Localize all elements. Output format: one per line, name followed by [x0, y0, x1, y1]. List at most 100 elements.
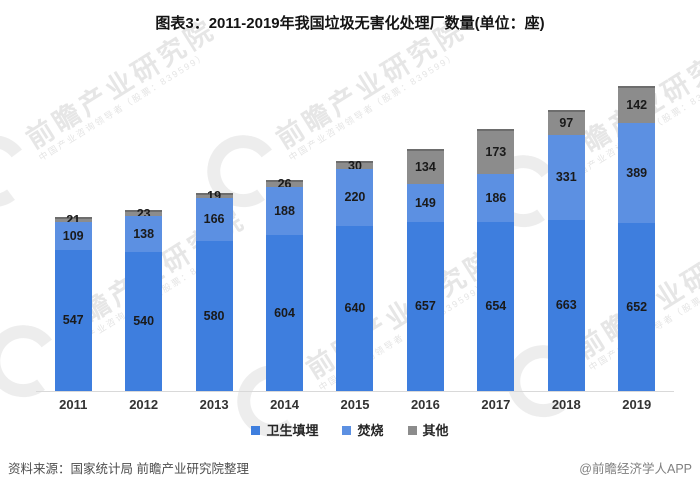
bar-value-label: 166	[203, 212, 225, 227]
bar-column-2018: 97 331 663 2018	[531, 60, 601, 417]
bar-value-label: 652	[626, 299, 648, 314]
bar-area: 19 166 580	[195, 60, 233, 391]
legend: 卫生填埋 焚烧 其他	[0, 424, 700, 437]
bar-value-label: 30	[348, 158, 362, 173]
x-axis-label: 2011	[59, 396, 88, 412]
bar-segment-焚烧: 138	[125, 216, 163, 252]
bar-column-2015: 30 220 640 2015	[320, 60, 390, 417]
bar-value-label: 547	[62, 313, 84, 328]
bar-segment-焚烧: 220	[336, 169, 374, 226]
legend-item-其他: 其他	[407, 423, 449, 438]
legend-swatch-icon	[407, 426, 417, 435]
bar-area: 30 220 640	[336, 60, 374, 391]
bar-segment-其他: 26	[266, 178, 304, 190]
x-axis-label: 2014	[270, 396, 299, 412]
bar-segment-焚烧: 186	[477, 174, 515, 222]
bar-segment-卫生填埋: 580	[195, 241, 233, 391]
bar-area: 134 149 657	[406, 60, 444, 391]
bar-value-label: 138	[133, 226, 155, 241]
bar-value-label: 220	[344, 190, 366, 205]
bar-segment-卫生填埋: 540	[125, 252, 163, 391]
bar-value-label: 580	[203, 308, 225, 323]
bar-value-label: 149	[414, 195, 436, 210]
bar-segment-卫生填埋: 652	[618, 223, 656, 391]
stacked-bar-2011: 21 109 547	[54, 214, 92, 391]
x-axis-label: 2015	[340, 396, 370, 412]
plot-area: 21 109 547 2011 23 138 540 2012 19 166 580 2013 26 18…	[36, 60, 674, 417]
x-axis-label: 2013	[199, 396, 229, 412]
bar-column-2019: 142 389 652 2019	[602, 60, 672, 417]
app-credit: @前瞻经济学人APP	[579, 462, 692, 476]
stacked-bar-2014: 26 188 604	[266, 178, 304, 391]
bar-segment-其他: 97	[547, 110, 585, 135]
bar-column-2016: 134 149 657 2016	[390, 60, 460, 417]
bar-column-2012: 23 138 540 2012	[108, 60, 178, 417]
bar-segment-卫生填埋: 604	[266, 235, 304, 391]
bar-value-label: 389	[626, 165, 648, 180]
bar-segment-其他: 134	[406, 149, 444, 184]
bar-segment-焚烧: 109	[54, 222, 92, 250]
x-axis-line	[36, 391, 674, 392]
bar-segment-焚烧: 166	[195, 198, 233, 241]
legend-item-卫生填埋: 卫生填埋	[251, 424, 318, 437]
bar-column-2017: 173 186 654 2017	[461, 60, 531, 417]
bar-segment-卫生填埋: 657	[406, 222, 444, 391]
bar-segment-卫生填埋: 547	[54, 250, 92, 391]
bar-column-2014: 26 188 604 2014	[249, 60, 319, 417]
source-note: 资料来源：国家统计局 前瞻产业研究院整理	[8, 462, 249, 476]
bar-column-2011: 21 109 547 2011	[38, 60, 108, 417]
bar-segment-卫生填埋: 654	[477, 222, 515, 391]
bar-segment-其他: 173	[477, 129, 515, 174]
bar-segment-其他: 30	[336, 160, 374, 172]
bar-area: 173 186 654	[477, 60, 515, 391]
bar-value-label: 134	[414, 160, 436, 175]
stacked-bar-2012: 23 138 540	[125, 208, 163, 391]
legend-item-焚烧: 焚烧	[342, 423, 384, 438]
bar-segment-卫生填埋: 640	[336, 226, 374, 391]
bar-value-label: 188	[274, 203, 295, 218]
bar-value-label: 186	[485, 190, 507, 205]
bar-area: 142 389 652	[618, 60, 656, 391]
bar-value-label: 657	[414, 299, 436, 314]
bar-area: 23 138 540	[125, 60, 163, 391]
bar-area: 21 109 547	[54, 60, 92, 391]
x-axis-label: 2019	[622, 396, 652, 412]
bar-segment-其他: 142	[618, 86, 656, 123]
stacked-bar-2018: 97 331 663	[547, 110, 585, 391]
bar-value-label: 540	[133, 314, 155, 329]
bar-value-label: 97	[559, 116, 574, 131]
bar-value-label: 109	[62, 228, 84, 243]
x-axis-label: 2016	[410, 396, 440, 412]
bar-area: 26 188 604	[266, 60, 304, 391]
bar-value-label: 331	[555, 170, 577, 185]
stacked-bar-2019: 142 389 652	[618, 86, 656, 391]
bar-value-label: 663	[555, 298, 577, 313]
legend-label: 其他	[422, 423, 449, 438]
legend-swatch-icon	[251, 426, 261, 435]
x-axis-label: 2017	[481, 396, 511, 412]
bar-segment-焚烧: 389	[618, 123, 656, 223]
bar-area: 97 331 663	[547, 60, 585, 391]
x-axis-label: 2012	[129, 396, 159, 412]
bar-segment-卫生填埋: 663	[547, 220, 585, 391]
bars-container: 21 109 547 2011 23 138 540 2012 19 166 580 2013 26 18…	[38, 60, 672, 417]
chart-title: 图表3：2011-2019年我国垃圾无害化处理厂数量(单位：座)	[155, 15, 545, 32]
bar-value-label: 173	[485, 145, 507, 160]
stacked-bar-2013: 19 166 580	[195, 190, 233, 391]
bar-segment-焚烧: 188	[266, 187, 304, 235]
legend-label: 焚烧	[357, 423, 384, 438]
legend-swatch-icon	[342, 426, 352, 435]
bar-value-label: 604	[274, 305, 295, 320]
bar-value-label: 142	[626, 98, 648, 113]
bar-column-2013: 19 166 580 2013	[179, 60, 249, 417]
stacked-bar-2017: 173 186 654	[477, 129, 515, 391]
bar-value-label: 654	[485, 299, 507, 314]
stacked-bar-2016: 134 149 657	[406, 149, 444, 391]
bar-segment-焚烧: 149	[406, 184, 444, 222]
x-axis-label: 2018	[551, 396, 581, 412]
legend-label: 卫生填埋	[266, 423, 319, 438]
stacked-bar-2015: 30 220 640	[336, 160, 374, 391]
bar-value-label: 640	[344, 301, 366, 316]
watermark-logo-icon	[0, 130, 34, 212]
